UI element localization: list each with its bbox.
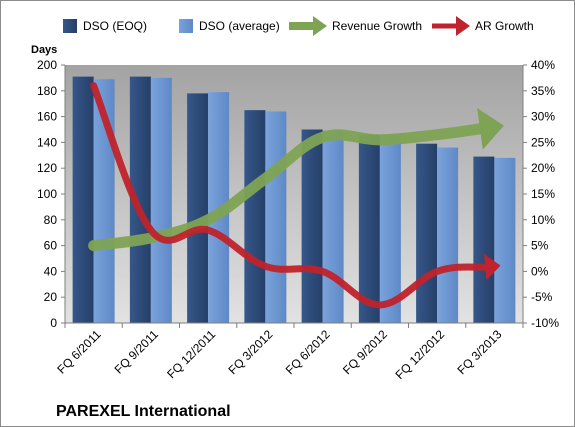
y-tick-label: 80 (44, 213, 58, 227)
y-tick-label: 0 (50, 316, 57, 330)
legend-swatch-dso-average (179, 19, 193, 33)
y-tick-label: 20 (44, 290, 58, 304)
y-tick-label: 100 (37, 187, 57, 201)
y-tick-label: 160 (37, 110, 57, 124)
y2-tick-label: 30% (531, 110, 555, 124)
y-tick-label: 180 (37, 84, 57, 98)
legend-label-revenue-growth: Revenue Growth (332, 19, 422, 33)
x-tick-label: FQ 9/2012 (340, 327, 390, 377)
y2-tick-label: 35% (531, 84, 555, 98)
bar-dso-average-4 (322, 130, 344, 323)
bar-dso-eoq-7 (473, 156, 495, 323)
y2-tick-label: 10% (531, 213, 555, 227)
revenue-growth-arrowhead (477, 108, 504, 150)
x-tick-label: FQ 3/2013 (455, 327, 505, 377)
bar-dso-average-5 (379, 134, 401, 323)
y-axis-title: Days (31, 44, 57, 56)
y-tick-label: 200 (37, 58, 57, 72)
ar-growth-arrowhead (483, 253, 501, 281)
x-tick-label: FQ 3/2012 (226, 327, 276, 377)
bar-dso-eoq-4 (301, 129, 323, 323)
bar-dso-eoq-6 (416, 143, 438, 323)
y2-tick-label: 20% (531, 161, 555, 175)
legend-arrowhead-ar-growth (456, 16, 470, 36)
bar-dso-eoq-5 (358, 134, 380, 323)
y2-tick-label: 25% (531, 135, 555, 149)
legend-arrowhead-revenue-growth (313, 16, 327, 36)
y-tick-label: 140 (37, 135, 57, 149)
y2-tick-label: 5% (531, 239, 549, 253)
x-tick-label: FQ 9/2011 (112, 327, 162, 377)
bar-dso-average-1 (150, 77, 172, 324)
y2-tick-label: 40% (531, 58, 555, 72)
y-tick-label: 120 (37, 161, 57, 175)
bar-dso-eoq-0 (72, 76, 94, 323)
company-name: PAREXEL International (56, 403, 231, 420)
y2-tick-label: 0% (531, 264, 549, 278)
bar-dso-eoq-2 (187, 93, 209, 323)
legend-label-dso-eoq: DSO (EOQ) (83, 19, 147, 33)
ar-growth-line (90, 82, 489, 309)
y-tick-label: 40 (44, 264, 58, 278)
x-tick-label: FQ 6/2012 (283, 327, 333, 377)
bar-dso-eoq-1 (129, 76, 151, 323)
y2-tick-label: -5% (531, 290, 553, 304)
y2-tick-label: 15% (531, 187, 555, 201)
x-tick-label: FQ 12/2012 (393, 327, 448, 382)
y2-tick-label: -10% (531, 316, 559, 330)
legend-label-ar-growth: AR Growth (475, 19, 534, 33)
bar-dso-average-7 (494, 157, 516, 323)
bar-dso-average-6 (437, 147, 459, 323)
y-tick-label: 60 (44, 239, 58, 253)
legend-label-dso-average: DSO (average) (199, 19, 280, 33)
bar-dso-average-3 (265, 111, 287, 323)
x-tick-label: FQ 12/2011 (164, 327, 218, 381)
bar-dso-eoq-3 (244, 110, 266, 324)
legend-swatch-dso-eoq (63, 19, 77, 33)
x-tick-label: FQ 6/2011 (54, 327, 104, 377)
